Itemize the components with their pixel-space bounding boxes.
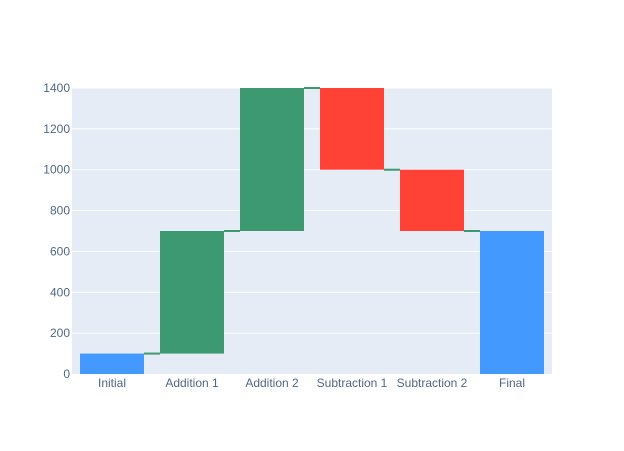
bar-subtraction-2 — [400, 170, 464, 231]
x-tick-label: Addition 2 — [245, 376, 299, 390]
x-axis-ticks: Initial Addition 1 Addition 2 Subtraction 1… — [98, 376, 525, 390]
bar-addition-1 — [160, 231, 224, 354]
bar-subtraction-1 — [320, 88, 384, 170]
x-tick-label: Subtraction 1 — [317, 376, 388, 390]
bar-addition-2 — [240, 88, 304, 231]
y-tick-label: 800 — [50, 204, 70, 218]
y-tick-label: 1200 — [43, 122, 70, 136]
y-tick-label: 400 — [50, 285, 70, 299]
y-tick-label: 200 — [50, 326, 70, 340]
y-tick-label: 600 — [50, 244, 70, 258]
bar-initial — [80, 354, 144, 374]
y-tick-label: 0 — [63, 367, 70, 381]
bar-final — [480, 231, 544, 374]
y-tick-label: 1400 — [43, 81, 70, 95]
x-tick-label: Addition 1 — [165, 376, 219, 390]
y-tick-label: 1000 — [43, 163, 70, 177]
x-tick-label: Subtraction 2 — [397, 376, 468, 390]
x-tick-label: Final — [499, 376, 525, 390]
x-tick-label: Initial — [98, 376, 126, 390]
y-axis-ticks: 0 200 400 600 800 1000 1200 1400 — [43, 81, 70, 381]
